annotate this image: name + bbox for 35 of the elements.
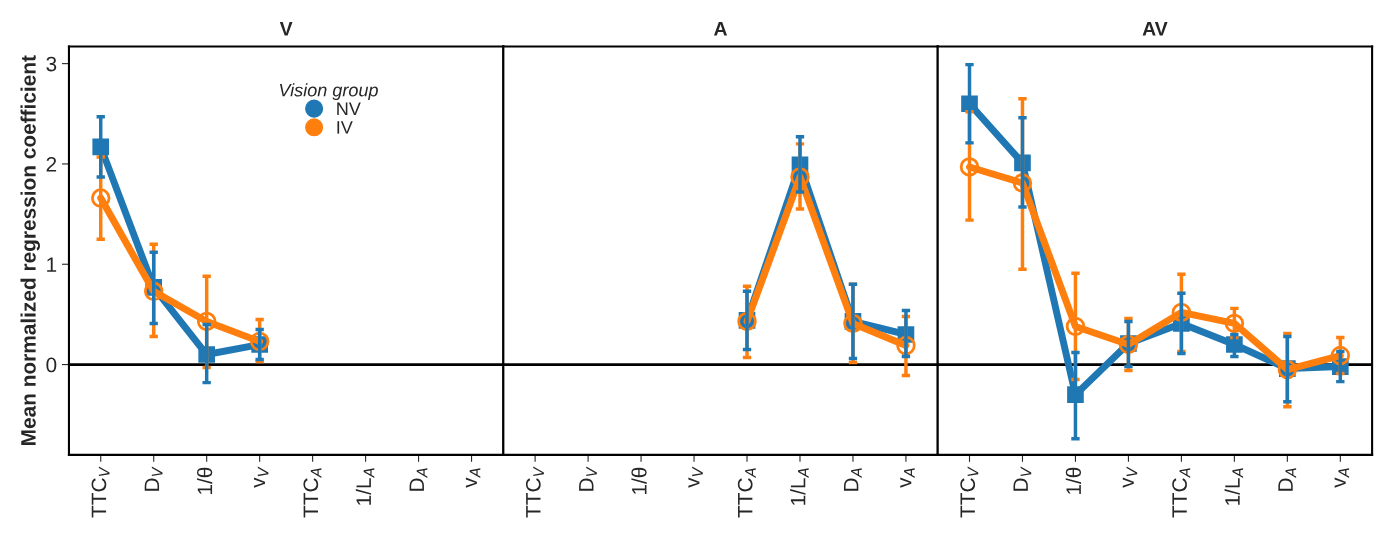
x-tick-label: D$_{A}$ — [1278, 468, 1297, 491]
x-tick-label: v$_{A}$ — [465, 468, 481, 488]
x-tick-label: 1/θ — [1065, 467, 1082, 495]
x-tick-label: TTC$_{A}$ — [303, 468, 322, 518]
x-tick-label: v$_{V}$ — [688, 466, 703, 488]
legend-label: NV — [337, 102, 361, 115]
x-tick-label: 1/L$_{A}$ — [1224, 468, 1244, 505]
x-tick-label: 1/θ — [631, 467, 647, 495]
legend-label: IV — [337, 121, 353, 134]
x-tick-label: v$_{V}$ — [1122, 466, 1138, 488]
chart-title: AV — [1142, 22, 1168, 36]
x-tick-label: TTC$_{V}$ — [960, 466, 979, 518]
x-tick-label: TTC$_{A}$ — [1172, 468, 1191, 518]
chart-title: A — [713, 22, 728, 36]
x-tick-label: D$_{A}$ — [843, 468, 862, 491]
x-tick-label: 1/θ — [196, 467, 213, 495]
y-tick-label: 0 — [46, 357, 57, 373]
x-tick-label: v$_{V}$ — [254, 466, 269, 488]
x-tick-label: D$_{A}$ — [409, 468, 428, 491]
y-axis-title: Mean normalized regression coefficient — [20, 55, 40, 445]
x-tick-label: TTC$_{V}$ — [91, 466, 110, 518]
x-tick-label: D$_{V}$ — [144, 466, 163, 491]
x-tick-label: TTC$_{V}$ — [525, 466, 544, 518]
chart-title: V — [279, 22, 293, 36]
x-tick-label: D$_{V}$ — [1013, 466, 1032, 491]
x-tick-label: D$_{V}$ — [579, 466, 597, 491]
y-tick-label: 1 — [47, 257, 57, 272]
x-tick-label: v$_{A}$ — [900, 468, 915, 488]
x-tick-label: TTC$_{A}$ — [737, 468, 756, 518]
y-tick-label: 2 — [46, 156, 57, 172]
x-tick-label: v$_{A}$ — [1334, 468, 1350, 488]
y-tick-label: 3 — [46, 56, 57, 72]
x-tick-label: 1/L$_{A}$ — [355, 468, 375, 505]
x-tick-label: 1/L$_{A}$ — [790, 468, 809, 505]
legend-title: Vision group — [280, 83, 378, 101]
